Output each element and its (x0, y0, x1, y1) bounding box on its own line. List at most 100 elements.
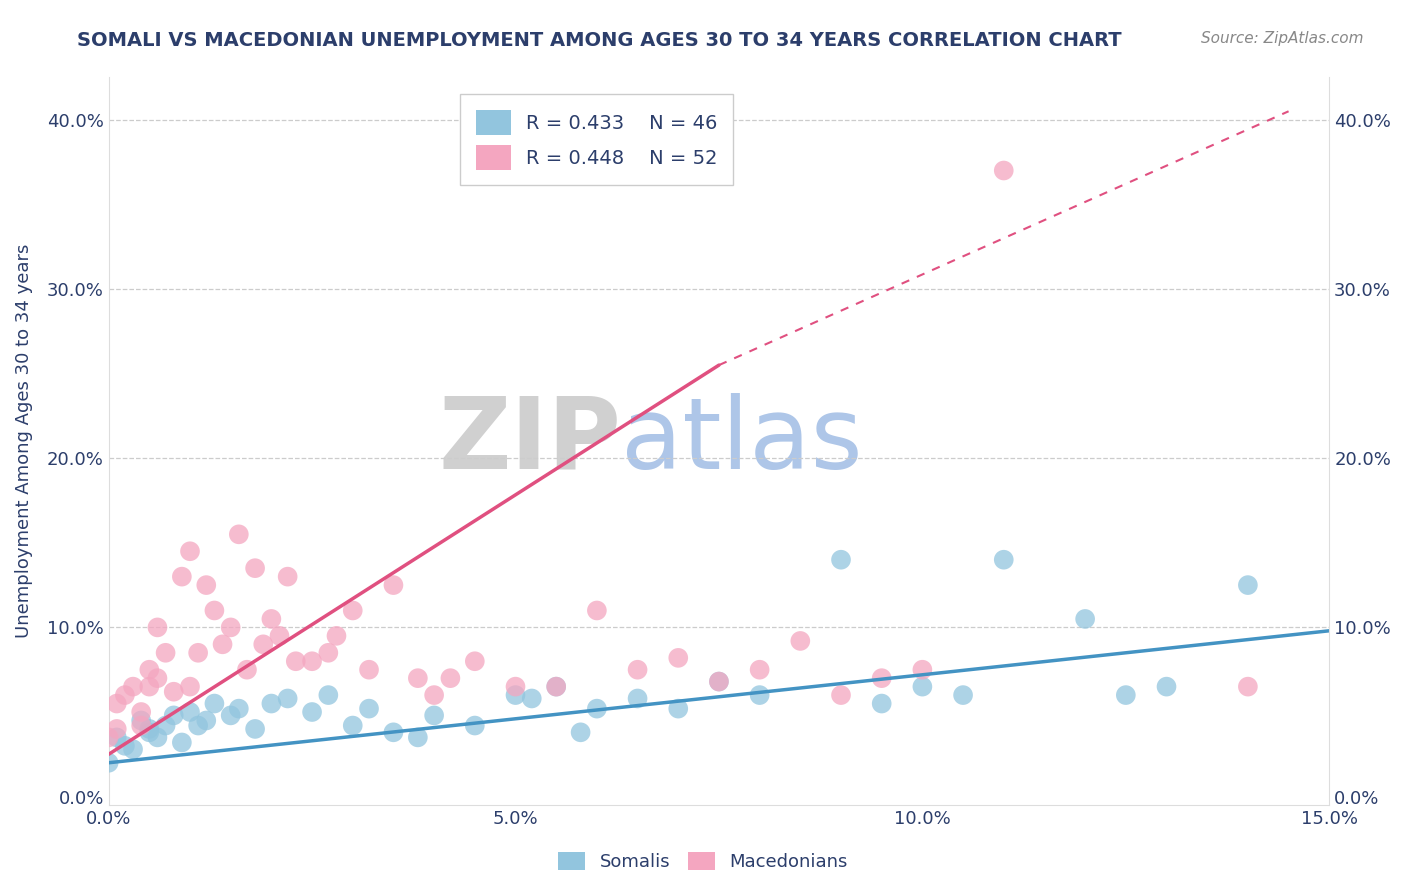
Point (911, 663, 934, 677)
Point (105, 697, 128, 711)
Point (97, 756, 120, 770)
Point (219, 708, 242, 723)
Point (187, 718, 209, 732)
Point (129, 718, 152, 732)
Text: SOMALI VS MACEDONIAN UNEMPLOYMENT AMONG AGES 30 TO 34 YEARS CORRELATION CHART: SOMALI VS MACEDONIAN UNEMPLOYMENT AMONG … (77, 31, 1122, 50)
Point (325, 629, 347, 643)
Point (626, 691, 648, 706)
Point (138, 722, 160, 736)
Point (202, 697, 225, 711)
Point (146, 620, 169, 634)
Point (105, 731, 128, 745)
Point (505, 688, 527, 702)
Point (243, 722, 266, 736)
Point (146, 731, 169, 745)
Point (439, 671, 461, 685)
Point (129, 714, 152, 728)
Point (789, 634, 811, 648)
Point (260, 612, 283, 626)
Point (993, 163, 1015, 178)
Point (236, 663, 259, 677)
Point (129, 705, 152, 719)
Point (163, 684, 186, 698)
Point (406, 671, 429, 685)
Point (1156, 680, 1178, 694)
Point (301, 654, 323, 668)
Point (138, 725, 160, 739)
Point (464, 718, 486, 732)
Text: Source: ZipAtlas.com: Source: ZipAtlas.com (1201, 31, 1364, 46)
Point (219, 620, 242, 634)
Point (187, 646, 209, 660)
Point (357, 701, 380, 715)
Point (243, 561, 266, 575)
Point (830, 688, 852, 702)
Point (269, 629, 291, 643)
Point (155, 718, 177, 732)
Point (170, 569, 193, 583)
Point (707, 674, 730, 689)
Point (342, 603, 364, 617)
Point (830, 552, 852, 566)
Point (211, 637, 233, 651)
Point (155, 646, 177, 660)
Point (114, 688, 136, 702)
Text: atlas: atlas (621, 392, 863, 490)
Point (252, 637, 274, 651)
Point (870, 697, 893, 711)
Point (707, 674, 730, 689)
Point (179, 705, 201, 719)
Point (626, 663, 648, 677)
Point (666, 701, 689, 715)
Point (284, 654, 307, 668)
Point (105, 722, 128, 736)
Point (1115, 688, 1137, 702)
Point (382, 578, 405, 592)
Point (114, 739, 136, 753)
Point (357, 663, 380, 677)
Point (138, 680, 160, 694)
Point (122, 680, 145, 694)
Point (146, 671, 169, 685)
Point (870, 671, 893, 685)
Legend: R = 0.433    N = 46, R = 0.448    N = 52: R = 0.433 N = 46, R = 0.448 N = 52 (460, 95, 734, 186)
Point (195, 578, 218, 592)
Point (505, 680, 527, 694)
Point (1237, 578, 1260, 592)
Point (138, 663, 160, 677)
Point (260, 697, 283, 711)
Point (382, 725, 405, 739)
Point (748, 688, 770, 702)
Point (97, 731, 120, 745)
Point (748, 663, 770, 677)
Point (993, 552, 1015, 566)
Point (911, 680, 934, 694)
Point (546, 680, 568, 694)
Point (546, 680, 568, 694)
Y-axis label: Unemployment Among Ages 30 to 34 years: Unemployment Among Ages 30 to 34 years (15, 244, 32, 639)
Point (666, 651, 689, 665)
Point (202, 603, 225, 617)
Point (277, 691, 299, 706)
Point (406, 731, 429, 745)
Text: ZIP: ZIP (439, 392, 621, 490)
Point (342, 718, 364, 732)
Point (179, 544, 201, 558)
Point (1237, 680, 1260, 694)
Point (228, 701, 250, 715)
Point (520, 691, 543, 706)
Point (170, 735, 193, 749)
Point (952, 688, 974, 702)
Point (301, 705, 323, 719)
Point (163, 708, 186, 723)
Point (277, 569, 299, 583)
Point (122, 742, 145, 756)
Point (569, 725, 592, 739)
Point (318, 646, 340, 660)
Point (1074, 612, 1097, 626)
Legend: Somalis, Macedonians: Somalis, Macedonians (551, 845, 855, 879)
Point (318, 688, 340, 702)
Point (423, 688, 446, 702)
Point (179, 680, 201, 694)
Point (195, 714, 218, 728)
